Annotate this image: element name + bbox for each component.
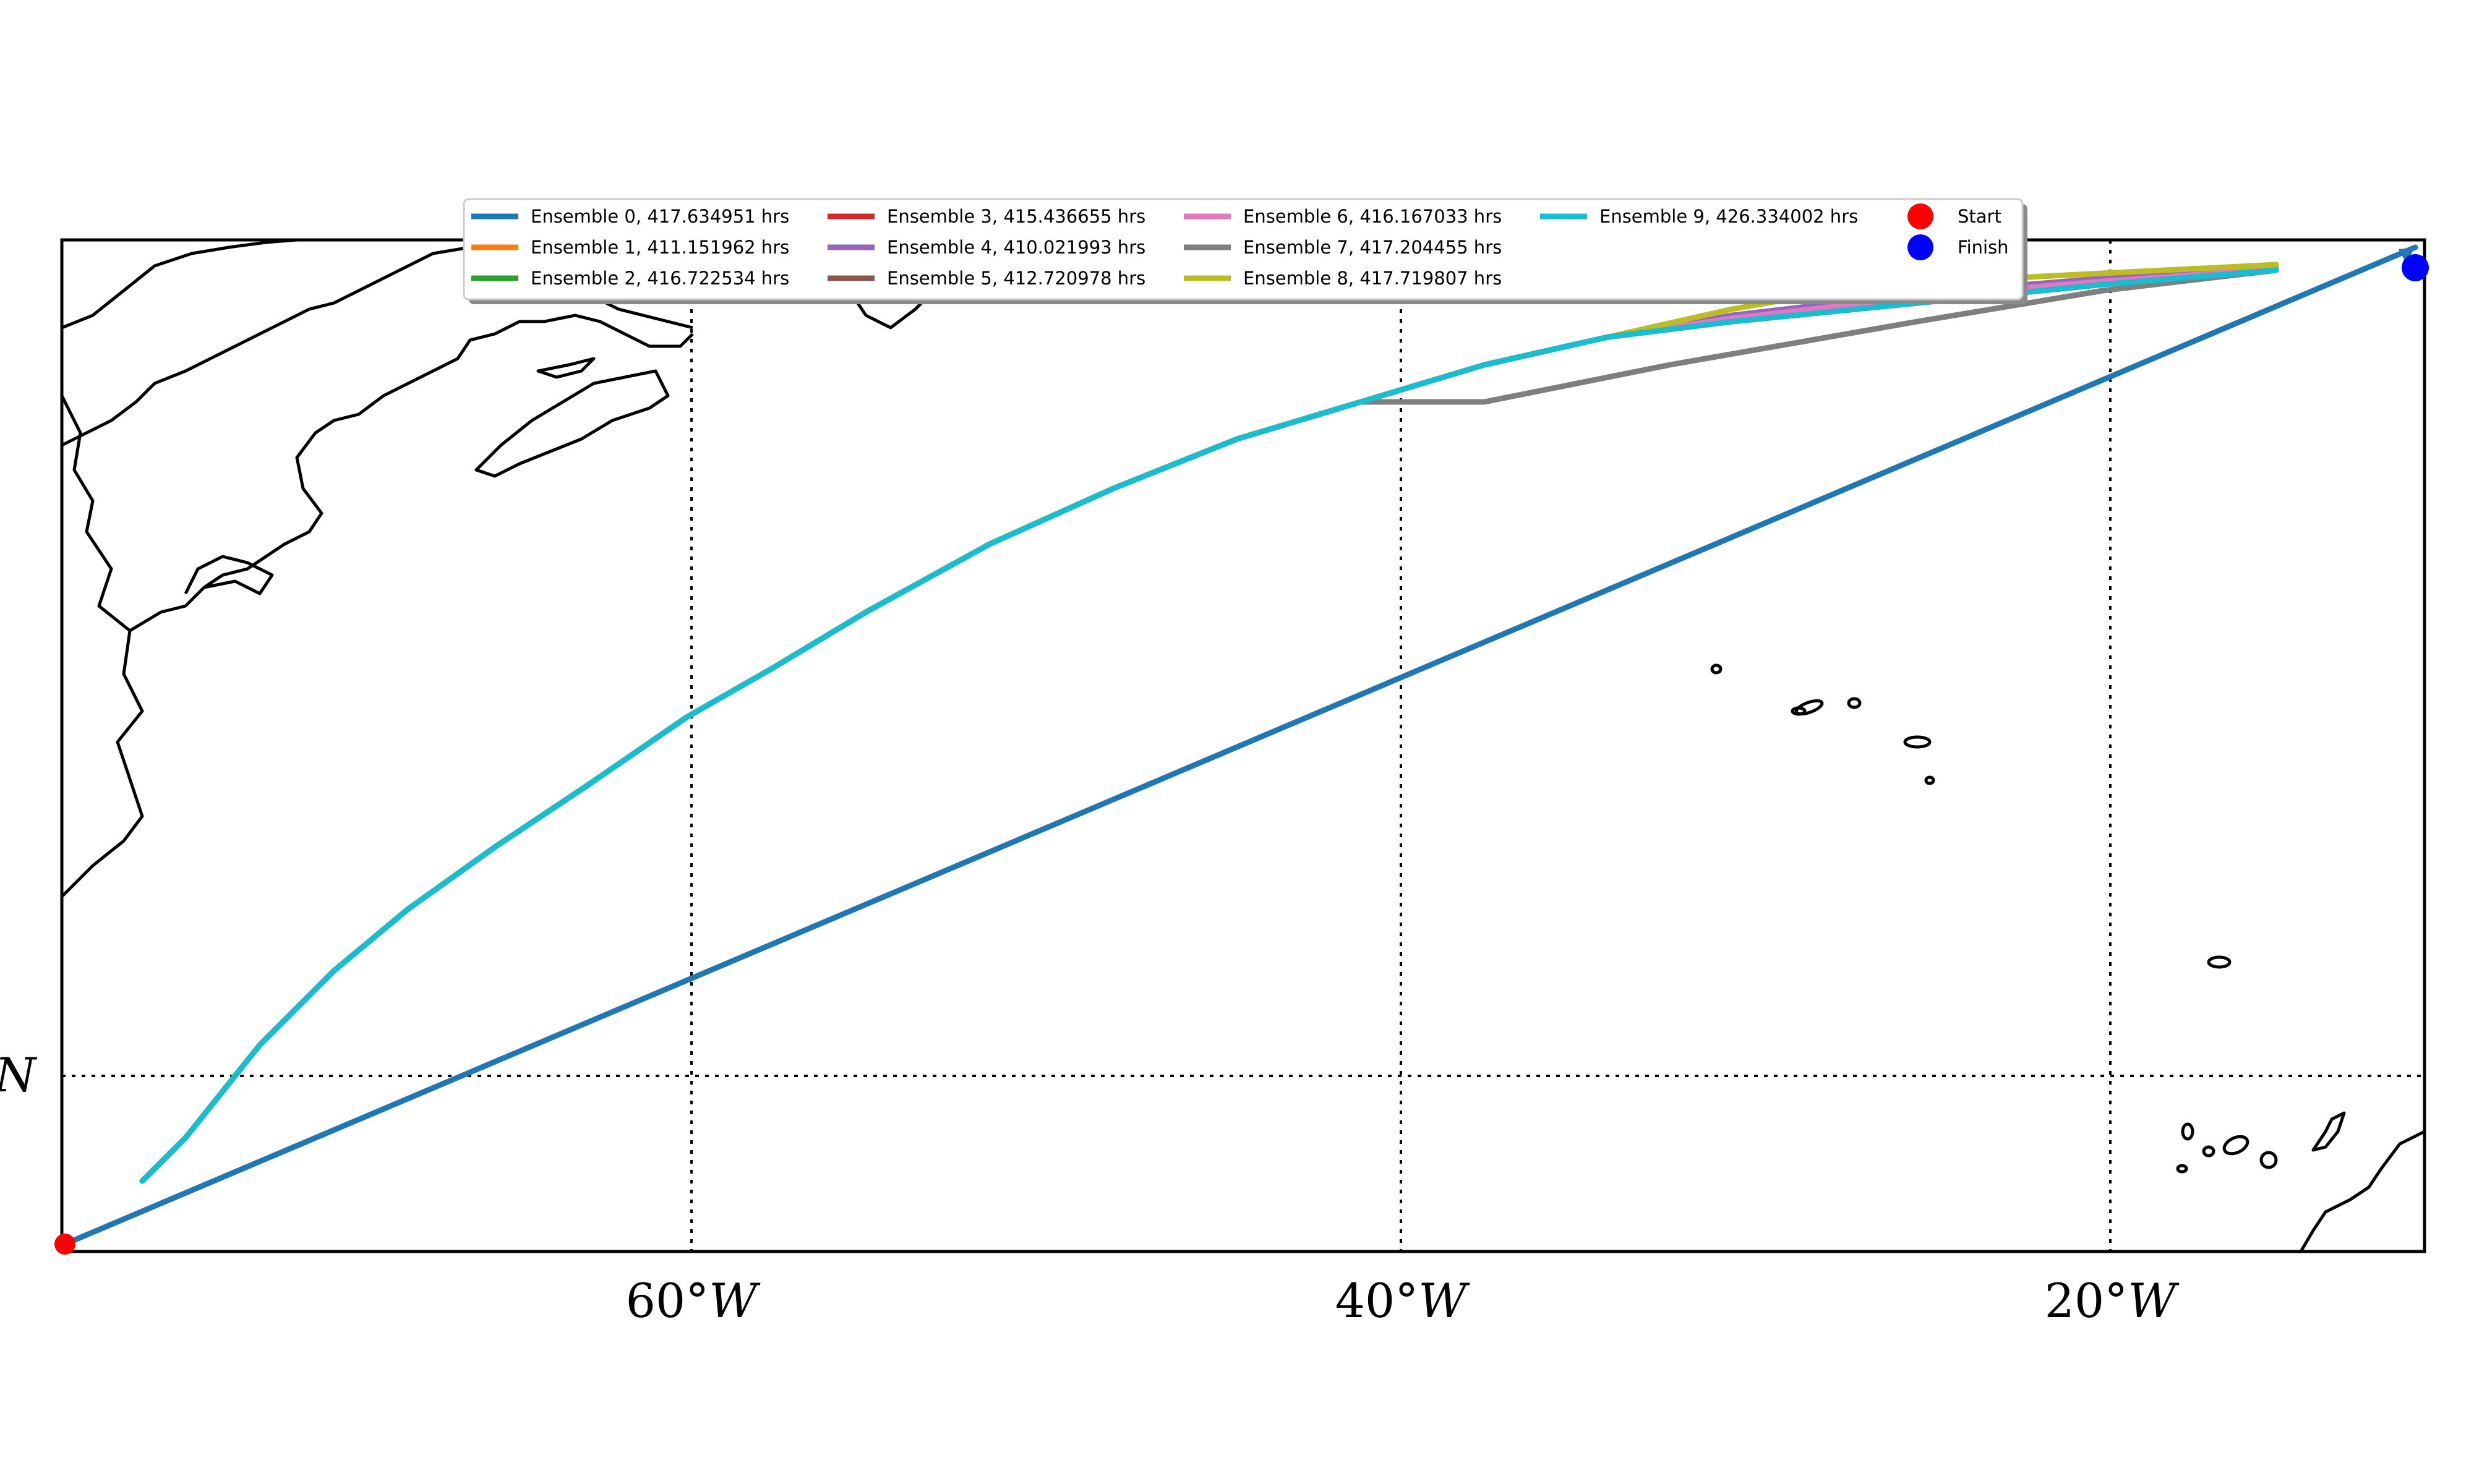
- azores-islands: [1710, 663, 1935, 785]
- prince-edward-island: [536, 357, 596, 379]
- madeira-island: [2207, 955, 2232, 969]
- legend-box: [463, 198, 2024, 301]
- finish-marker: [2402, 254, 2429, 281]
- legend-label-ensemble-0: Ensemble 0, 417.634951 hrs: [531, 206, 789, 227]
- legend-label-ensemble-3: Ensemble 3, 415.436655 hrs: [887, 206, 1145, 227]
- legend-items: Ensemble 0, 417.634951 hrs Ensemble 1, 41…: [471, 203, 2009, 289]
- legend: Ensemble 0, 417.634951 hrs Ensemble 1, 41…: [463, 198, 2027, 304]
- legend-label-ensemble-5: Ensemble 5, 412.720978 hrs: [887, 268, 1145, 289]
- route-ensemble-0: [62, 244, 2418, 1247]
- route-ensemble-0-arrowhead: [2399, 247, 2415, 263]
- nova-scotia-coast: [474, 369, 670, 478]
- x-tick-label-60w: 60°W: [626, 1273, 761, 1328]
- route-ensemble-9: [139, 267, 2279, 1184]
- legend-label-ensemble-6: Ensemble 6, 416.167033 hrs: [1243, 206, 1502, 227]
- start-marker: [54, 1234, 75, 1255]
- legend-label-start: Start: [1958, 206, 2001, 227]
- graticule: [62, 240, 2425, 1252]
- legend-label-ensemble-9: Ensemble 9, 426.334002 hrs: [1599, 206, 1858, 227]
- legend-label-ensemble-4: Ensemble 4, 410.021993 hrs: [887, 237, 1145, 258]
- legend-marker-start: [1907, 203, 1933, 229]
- legend-label-ensemble-8: Ensemble 8, 417.719807 hrs: [1243, 268, 1502, 289]
- north-america-coastline: [62, 240, 694, 898]
- legend-label-ensemble-7: Ensemble 7, 417.204455 hrs: [1243, 237, 1502, 258]
- canary-islands: [2176, 1111, 2346, 1174]
- x-tick-label-40w: 40°W: [1335, 1273, 1471, 1328]
- y-tick-label-20n: N: [0, 1047, 38, 1102]
- x-tick-label-20w: 20°W: [2045, 1273, 2180, 1328]
- legend-label-finish: Finish: [1958, 237, 2009, 258]
- africa-coastline: [2299, 1130, 2425, 1252]
- routes: [62, 244, 2418, 1247]
- legend-marker-finish: [1907, 234, 1933, 260]
- legend-label-ensemble-2: Ensemble 2, 416.722534 hrs: [531, 268, 789, 289]
- legend-label-ensemble-1: Ensemble 1, 411.151962 hrs: [531, 237, 789, 258]
